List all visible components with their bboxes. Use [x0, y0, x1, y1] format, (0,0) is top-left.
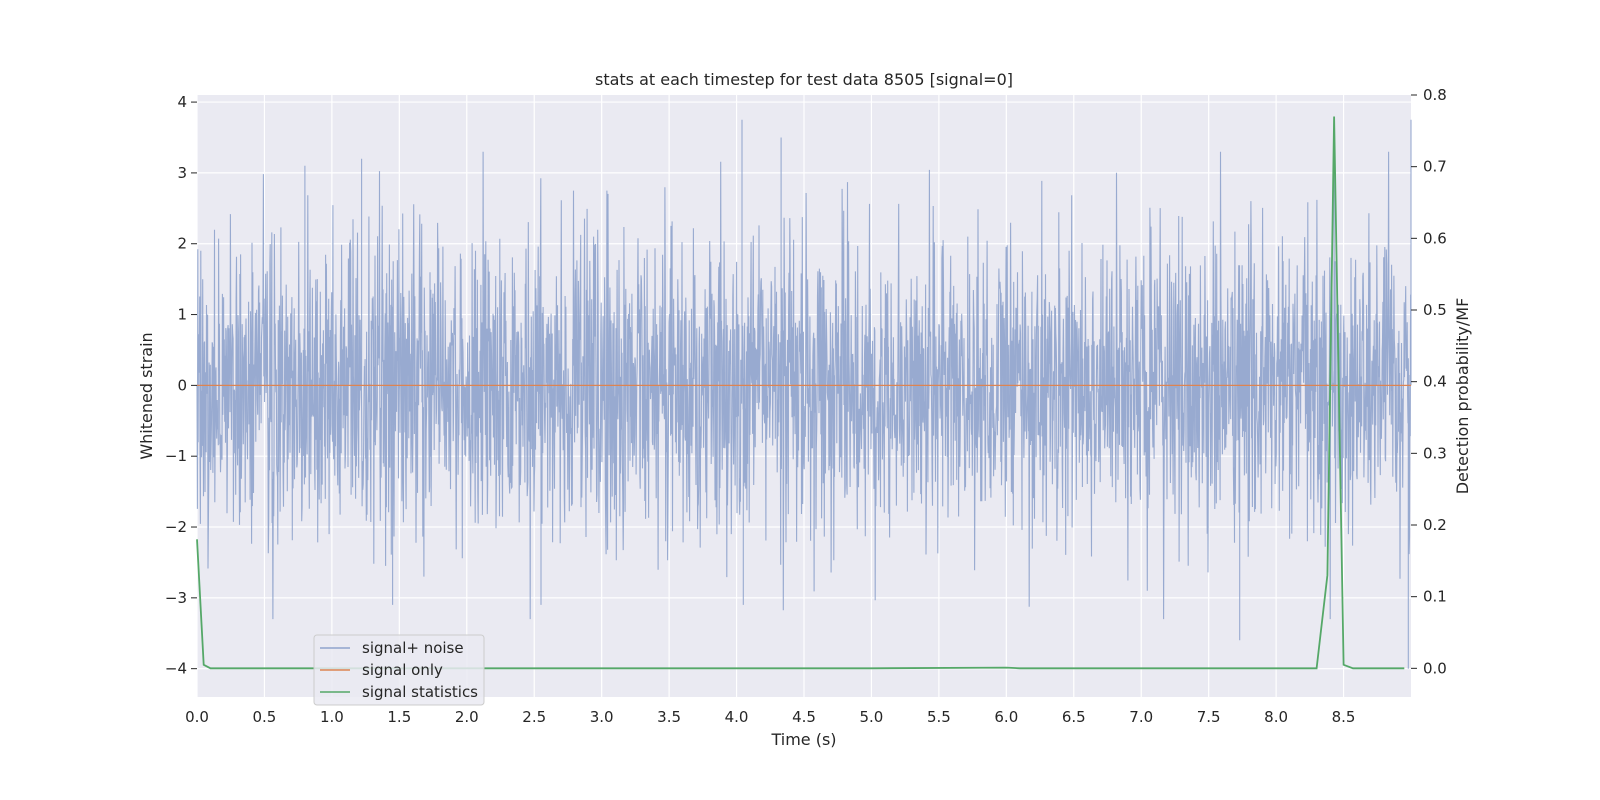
series-signal-statistics	[196, 116, 1405, 670]
y2-tick-label: 0.8	[1423, 86, 1447, 104]
x-tick-label: 5.5	[927, 708, 951, 726]
x-tick-label: 8.5	[1332, 708, 1356, 726]
y-tick-label: 3	[177, 164, 187, 182]
y2-tick-label: 0.0	[1423, 659, 1447, 677]
x-tick-label: 1.0	[320, 708, 344, 726]
y-tick-label: −2	[165, 518, 187, 536]
y-tick-label: −1	[165, 447, 187, 465]
x-tick-label: 2.0	[455, 708, 479, 726]
y-axis-label: Whitened strain	[137, 332, 156, 459]
y2-tick-label: 0.7	[1423, 158, 1447, 176]
x-tick-label: 2.5	[522, 708, 546, 726]
y-tick-label: 2	[177, 235, 187, 253]
x-tick-label: 7.0	[1129, 708, 1153, 726]
x-tick-label: 6.0	[994, 708, 1018, 726]
legend-label-signal-only: signal only	[362, 661, 443, 679]
legend-label-signal-noise: signal+ noise	[362, 639, 464, 657]
x-tick-label: 7.5	[1197, 708, 1221, 726]
x-tick-label: 8.0	[1264, 708, 1288, 726]
y-tick-label: 1	[177, 306, 187, 324]
y-tick-label: 4	[177, 93, 187, 111]
y-tick-label: −4	[165, 660, 187, 678]
legend-label-signal-statistics: signal statistics	[362, 683, 478, 701]
x-tick-label: 4.5	[792, 708, 816, 726]
y2-tick-label: 0.5	[1423, 301, 1447, 319]
x-axis-label: Time (s)	[770, 730, 836, 749]
x-tick-label: 4.0	[725, 708, 749, 726]
y2-tick-label: 0.2	[1423, 516, 1447, 534]
x-tick-label: 3.5	[657, 708, 681, 726]
legend-box	[313, 634, 485, 706]
legend: signal+ noise signal only signal statist…	[313, 634, 485, 706]
signal-statistics-line	[196, 116, 1405, 670]
y2-axis-label: Detection probability/MF	[1453, 298, 1472, 495]
series-signal-noise	[196, 119, 1412, 669]
y2-tick-label: 0.4	[1423, 373, 1447, 391]
x-tick-label: 5.0	[860, 708, 884, 726]
x-tick-label: 3.0	[590, 708, 614, 726]
signal-noise-line	[196, 119, 1412, 669]
chart-title: stats at each timestep for test data 850…	[595, 70, 1013, 89]
y2-tick-label: 0.1	[1423, 588, 1447, 606]
x-tick-label: 1.5	[387, 708, 411, 726]
y2-tick-label: 0.6	[1423, 229, 1447, 247]
x-tick-label: 0.0	[185, 708, 209, 726]
x-tick-label: 0.5	[253, 708, 277, 726]
axis-ticks: 0.0 0.5 1.0 1.5 2.0 2.5 3.0 3.5 4.0 4.5 5.0 5.5 6.0 6…	[165, 86, 1447, 726]
x-tick-label: 6.5	[1062, 708, 1086, 726]
y-tick-label: 0	[177, 376, 187, 394]
y-tick-label: −3	[165, 589, 187, 607]
y2-tick-label: 0.3	[1423, 444, 1447, 462]
